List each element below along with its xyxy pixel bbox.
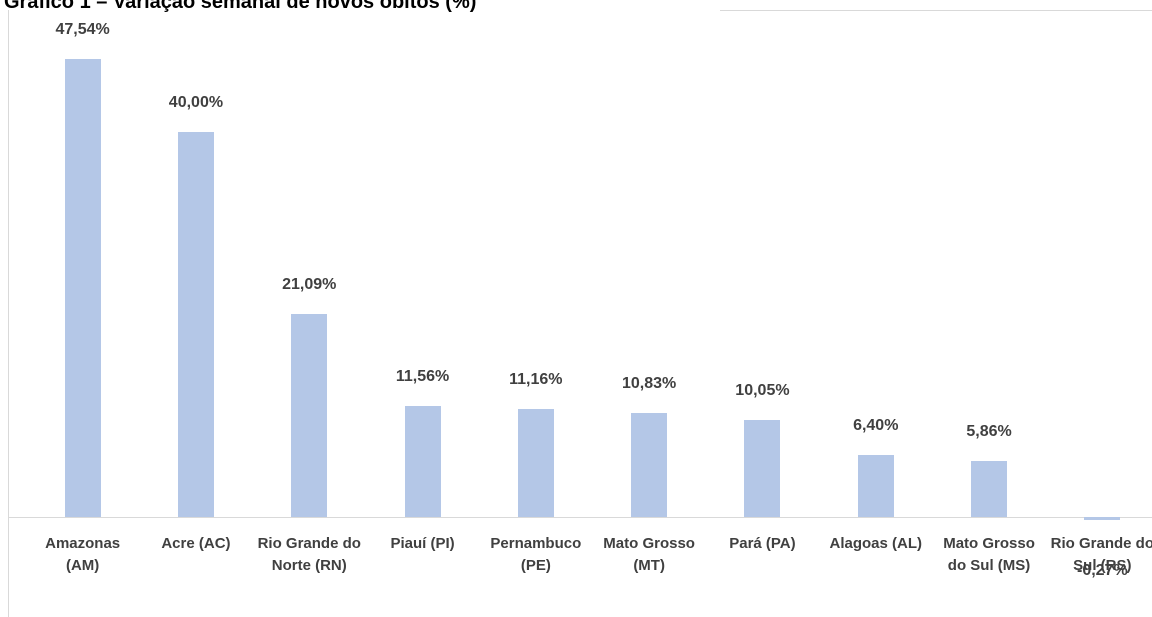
value-label: 10,83% [622,374,677,392]
x-tick-label: Piauí (PI) [390,535,455,552]
bar [631,412,668,517]
x-tick-label: Rio Grande do Sul (RS) [1050,535,1152,574]
x-tick-label: Amazonas (AM) [45,535,121,574]
bar [971,460,1008,517]
bar [177,131,214,517]
bar [404,405,441,517]
baseline [8,517,1152,518]
x-tick-label: Acre (AC) [161,535,231,552]
x-tick-label: Alagoas (AL) [829,535,922,552]
x-tick-label: Pernambuco (PE) [490,535,582,574]
x-tick-label: Mato Grosso do Sul (MS) [943,535,1035,574]
x-tick-label: Rio Grande do Norte (RN) [257,535,361,574]
value-label: 5,86% [966,422,1012,440]
value-label: 21,09% [282,275,337,293]
value-label: 11,16% [509,371,563,389]
value-label: 10,05% [735,382,790,400]
bar [1084,517,1121,520]
x-tick-label: Pará (PA) [729,535,796,552]
value-label: 11,56% [395,367,450,385]
value-label: 40,00% [168,93,224,111]
bar [64,59,101,517]
plot-border [8,10,9,617]
x-tick-label: Mato Grosso (MT) [603,535,695,574]
bar [857,455,894,517]
bar [744,420,781,517]
bar [291,313,328,517]
bar [517,409,554,517]
value-label: 6,40% [853,417,899,435]
value-label: 47,54% [55,21,110,38]
plot-border [720,10,1152,11]
chart-title: Gráfico 1 – Variação semanal de novos ób… [4,0,477,13]
value-label: -0,27% [1076,562,1128,579]
